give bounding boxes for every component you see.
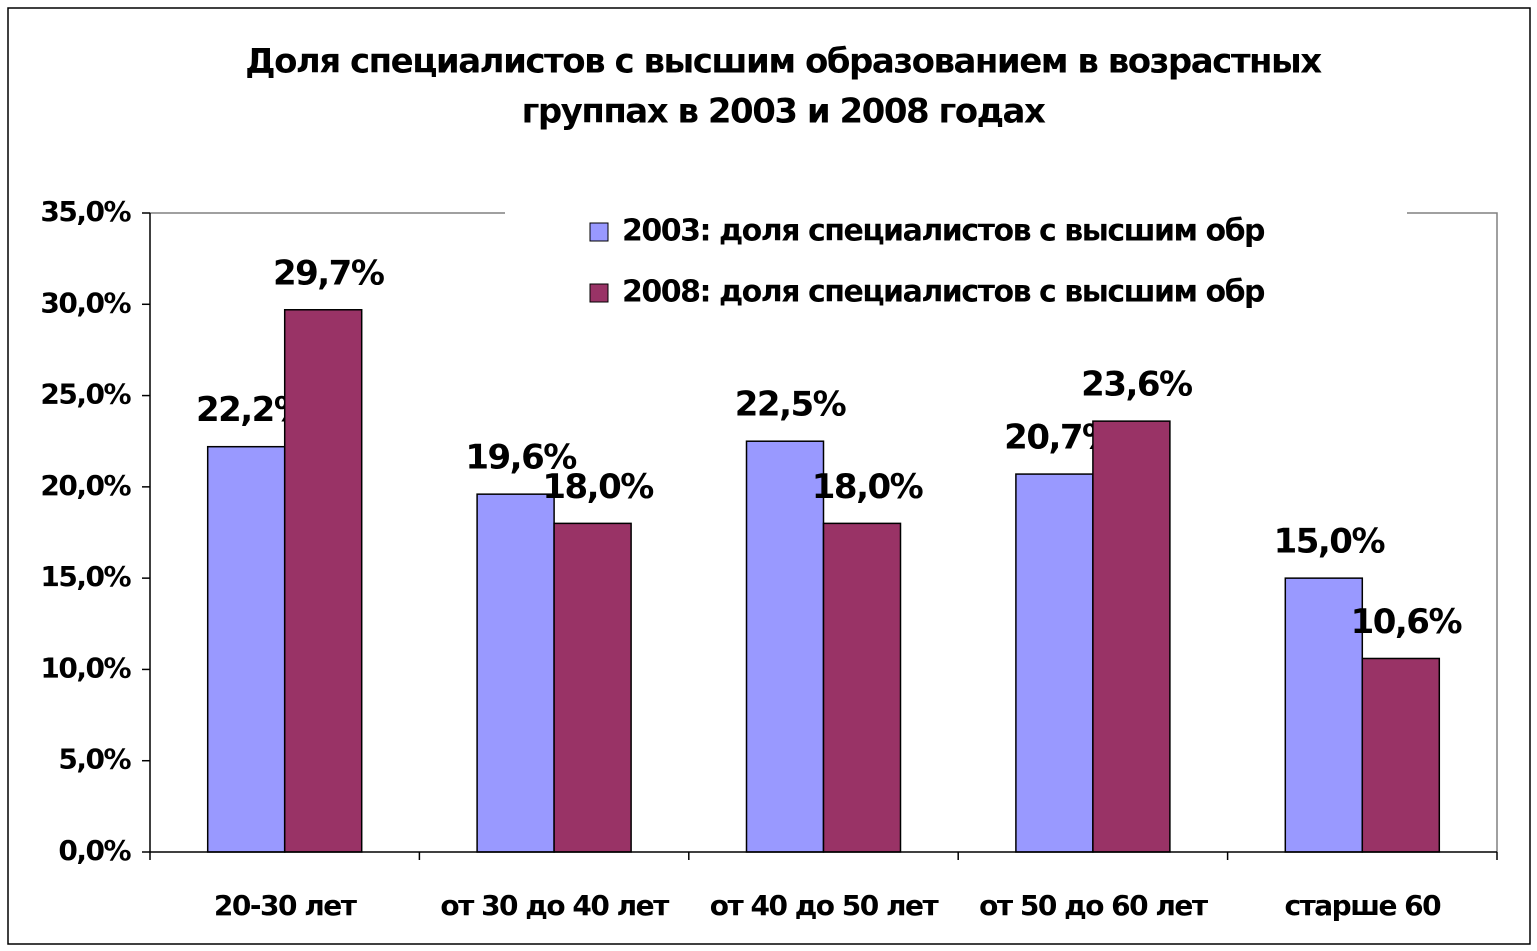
data-label: 18,0% — [812, 467, 923, 507]
legend-box — [505, 200, 1407, 320]
bar — [476, 493, 555, 853]
data-label: 10,6% — [1351, 602, 1462, 642]
y-tick-label: 30,0% — [40, 286, 131, 319]
bar — [206, 445, 286, 853]
data-label: 23,6% — [1081, 365, 1192, 405]
y-tick-label: 20,0% — [40, 469, 131, 502]
legend-label: 2003: доля специалистов с высшим обр — [622, 214, 1265, 249]
bar — [1015, 473, 1094, 853]
x-tick-label: старше 60 — [1284, 889, 1441, 922]
x-tick-label: от 50 до 60 лет — [979, 889, 1209, 922]
legend-swatch — [589, 222, 609, 242]
data-label: 22,5% — [735, 385, 846, 425]
data-label: 15,0% — [1274, 522, 1385, 562]
data-label: 19,6% — [465, 438, 576, 478]
y-tick-label: 25,0% — [40, 378, 131, 411]
legend-swatch — [589, 283, 609, 303]
x-tick-label: от 40 до 50 лет — [710, 889, 940, 922]
bar — [822, 522, 902, 853]
x-tick-label: 20-30 лет — [214, 889, 358, 922]
bar — [1361, 657, 1441, 853]
y-tick-label: 15,0% — [40, 560, 131, 593]
data-label: 29,7% — [273, 253, 384, 293]
bar — [283, 309, 363, 853]
y-tick-label: 35,0% — [40, 195, 131, 228]
bar — [553, 522, 632, 853]
data-label: 18,0% — [542, 467, 653, 507]
x-tick-label: от 30 до 40 лет — [440, 889, 670, 922]
chart-title: Доля специалистов с высшим образованием … — [245, 42, 1322, 82]
y-tick-label: 10,0% — [40, 651, 131, 684]
chart-title: группах в 2003 и 2008 годах — [522, 92, 1046, 132]
bar — [1092, 420, 1171, 853]
y-tick-label: 5,0% — [58, 743, 131, 776]
legend-label: 2008: доля специалистов с высшим обр — [622, 275, 1265, 310]
y-tick-label: 0,0% — [58, 834, 131, 867]
